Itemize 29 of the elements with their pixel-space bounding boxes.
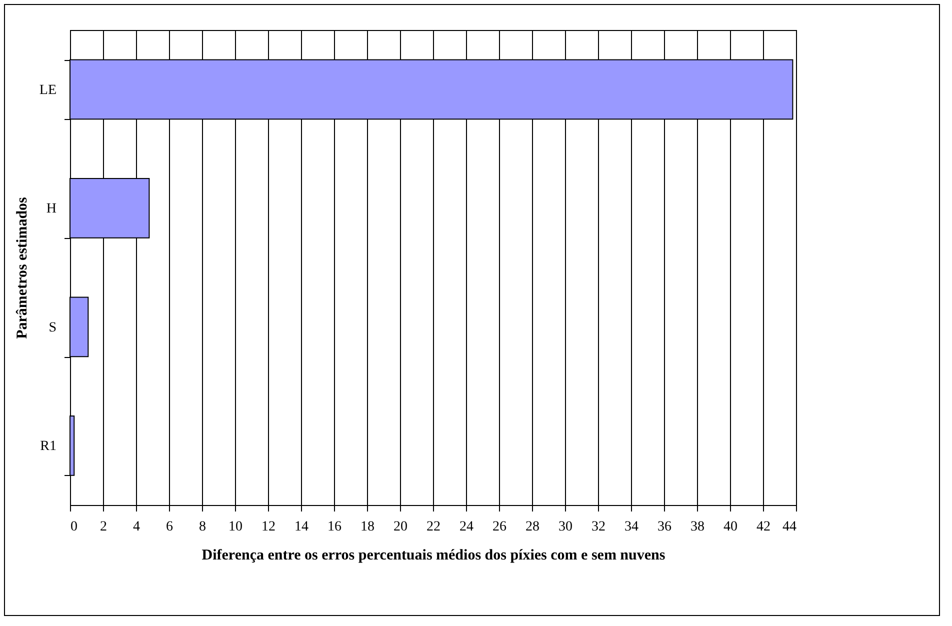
- y-tick-label: R1: [40, 439, 56, 454]
- x-tick-label: 36: [658, 520, 672, 534]
- x-tick-label: 44: [782, 520, 796, 534]
- x-tick-label: 26: [492, 520, 506, 534]
- x-tick-label: 14: [294, 520, 308, 534]
- y-tick-label: H: [46, 202, 56, 217]
- x-tick-label: 30: [558, 520, 572, 534]
- x-axis-title: Diferença entre os erros percentuais médios dos píxies com e sem nuvens: [202, 548, 666, 564]
- y-tick-label: LE: [39, 82, 56, 98]
- x-tick-label: 42: [756, 520, 770, 534]
- x-tick-label: 28: [526, 520, 540, 534]
- x-tick-label: 10: [228, 520, 242, 534]
- x-tick-label: 32: [592, 520, 606, 534]
- x-tick-label: 20: [394, 520, 408, 534]
- x-tick-label: 22: [426, 520, 440, 534]
- y-axis-title: Parâmetros estimados: [14, 196, 30, 339]
- y-tick-label: S: [48, 320, 56, 336]
- x-tick-label: 40: [724, 520, 738, 534]
- x-tick-label: 16: [328, 520, 342, 534]
- x-tick-label: 0: [70, 520, 78, 534]
- x-tick-label: 18: [360, 520, 374, 534]
- x-tick-label: 34: [624, 520, 638, 534]
- x-tick-label: 8: [199, 520, 206, 534]
- x-tick-label: 2: [100, 520, 107, 534]
- x-tick-label: 38: [690, 520, 704, 534]
- x-tick-label: 4: [133, 520, 140, 534]
- x-tick-label: 12: [262, 520, 276, 534]
- x-tick-label: 6: [166, 520, 173, 534]
- x-tick-label: 24: [460, 520, 474, 534]
